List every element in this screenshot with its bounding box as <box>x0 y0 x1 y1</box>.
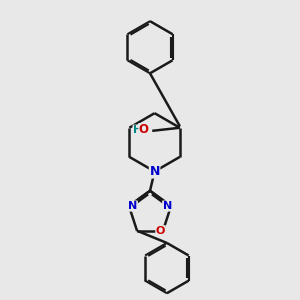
Text: O: O <box>156 226 165 236</box>
Text: N: N <box>128 201 137 211</box>
Text: N: N <box>163 201 172 211</box>
Text: N: N <box>149 165 160 178</box>
Text: O: O <box>139 123 148 136</box>
Text: H: H <box>133 125 142 135</box>
